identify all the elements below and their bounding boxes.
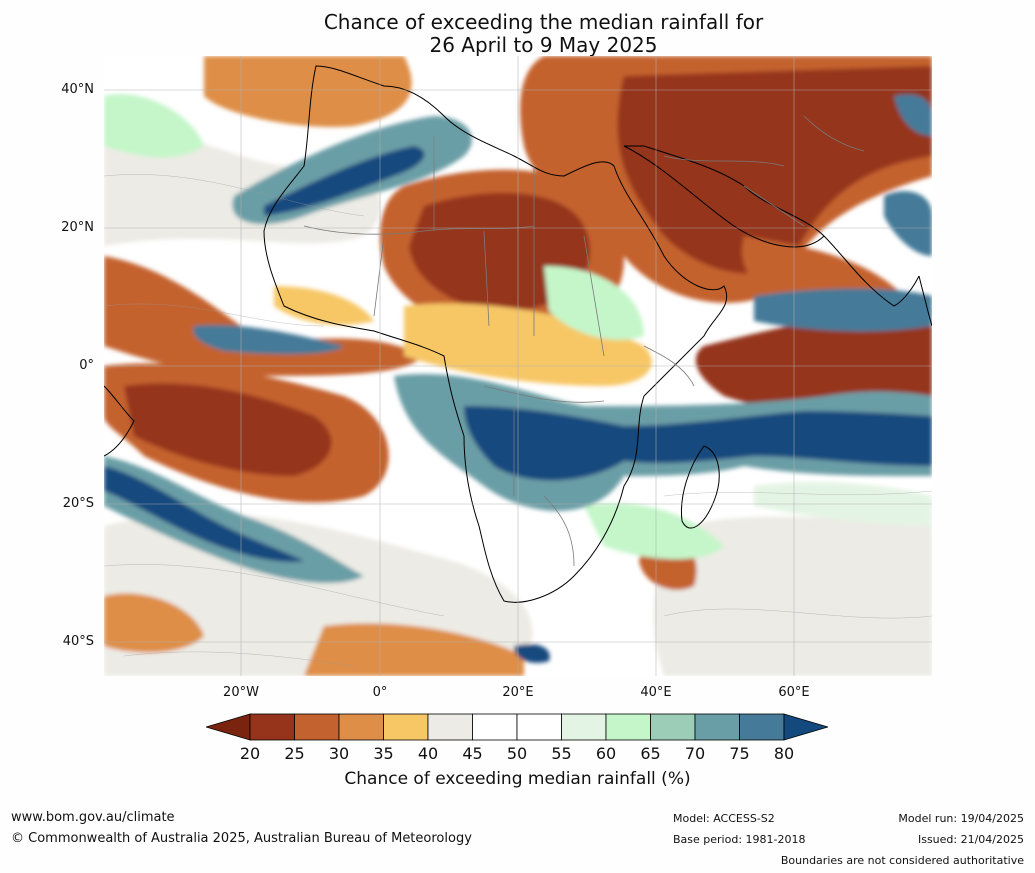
colorbar-tick-label: 60 [595,744,617,763]
lat-label-20n: 20°N [61,220,94,235]
lat-label-equator: 0° [79,358,94,373]
colorbar-tick-label: 80 [773,744,795,763]
base-period: Base period: 1981-2018 [673,833,806,846]
colorbar-segment-70-75 [694,713,740,741]
map-title-line-1: Chance of exceeding the median rainfall … [323,10,764,34]
lon-label-20e: 20°E [502,685,534,700]
colorbar-segment-60-65 [605,713,651,741]
copyright-notice: © Commonwealth of Australia 2025, Austra… [11,831,472,846]
colorbar-segment-75-80 [739,713,785,741]
colorbar-tick-label: 50 [506,744,528,763]
lon-label-20w: 20°W [223,685,259,700]
colorbar-title: Chance of exceeding median rainfall (%) [344,769,691,789]
colorbar-tick-label: 30 [328,744,350,763]
colorbar-tick-label: 70 [684,744,706,763]
colorbar-segment-40-45 [427,713,473,741]
colorbar-segment-55-60 [561,713,607,741]
colorbar-tick-label: 75 [729,744,750,763]
probability-fields [104,56,932,676]
lat-label-20s: 20°S [62,496,94,511]
colorbar-tick-label: 45 [462,744,483,763]
colorbar-extension-below-20 [206,713,251,741]
lon-label-40e: 40°E [640,685,672,700]
colorbar-segment-25-30 [294,713,340,741]
coastlines [104,65,932,603]
colorbar-tick-label: 25 [284,744,305,763]
model-run-date: Model run: 19/04/2025 [898,812,1024,825]
colorbar-extension-above-80 [783,713,828,741]
contour-lines [104,174,932,667]
model-name: Model: ACCESS-S2 [673,812,775,825]
boundaries-disclaimer: Boundaries are not considered authoritat… [780,854,1024,867]
colorbar-segment-35-40 [383,713,429,741]
colorbar-tick-label: 20 [239,744,261,763]
graticule [104,56,932,676]
rainfall-probability-map [104,56,932,676]
colorbar-tick-label: 35 [373,744,394,763]
colorbar-segment-50-55 [516,713,562,741]
lon-label-0: 0° [372,685,388,700]
lon-label-60e: 60°E [778,685,810,700]
colorbar-tick-label: 40 [417,744,439,763]
map-title-line-2: 26 April to 9 May 2025 [429,33,658,57]
website-link[interactable]: www.bom.gov.au/climate [11,810,175,825]
colorbar-tick-label: 65 [640,744,661,763]
colorbar-tick-label: 55 [551,744,572,763]
colorbar-segment-65-70 [650,713,696,741]
colorbar-segment-20-25 [249,713,295,741]
colorbar-segment-45-50 [472,713,518,741]
lat-label-40s: 40°S [62,634,94,649]
colorbar-segment-30-35 [338,713,384,741]
colorbar [206,713,828,741]
lat-label-40n: 40°N [61,82,94,97]
issued-date: Issued: 21/04/2025 [917,833,1024,846]
